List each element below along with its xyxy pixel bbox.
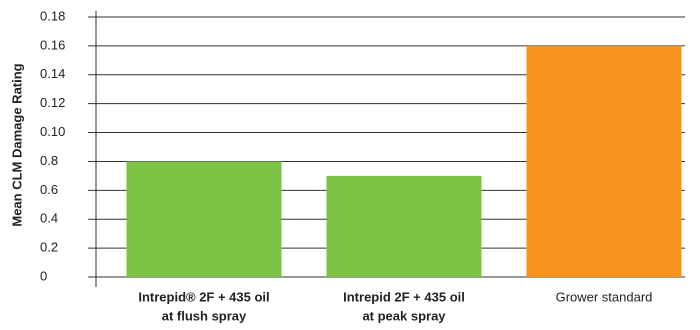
y-tick-label: 0.16 [40, 37, 65, 52]
bar [526, 45, 682, 278]
y-tick-label: 0.14 [40, 66, 65, 81]
y-tick-label: 0.10 [40, 124, 65, 139]
y-tick-label: 0.12 [40, 95, 65, 110]
x-tick-label: at flush spray [162, 308, 247, 323]
x-tick-label: at peak spray [362, 308, 446, 323]
x-tick-label: Intrepid 2F + 435 oil [343, 289, 465, 304]
y-tick-label: 0.18 [40, 8, 65, 23]
bar [326, 175, 482, 277]
y-tick-label: 0.4 [40, 211, 58, 226]
y-axis-label: Mean CLM Damage Rating [9, 63, 24, 226]
x-tick-label: Grower standard [556, 289, 653, 304]
y-tick-label: 0.2 [40, 240, 58, 255]
x-tick-label: Intrepid® 2F + 435 oil [138, 289, 269, 304]
y-tick-label: 0 [40, 268, 47, 283]
y-tick-label: 0.6 [40, 182, 58, 197]
bar [126, 161, 282, 277]
y-tick-label: 0.8 [40, 153, 58, 168]
